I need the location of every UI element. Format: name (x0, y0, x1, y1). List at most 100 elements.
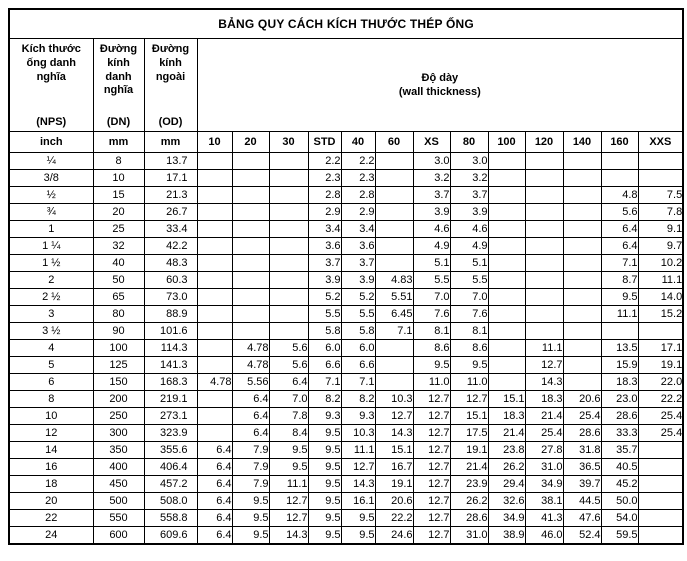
thickness-cell: 26.2 (449, 492, 489, 510)
thickness-cell: 9.5 (307, 509, 342, 527)
thickness-cell: 7.1 (340, 373, 376, 391)
thickness-header-subtitle: (wall thickness) (398, 86, 481, 98)
thickness-cell: 3.7 (449, 186, 489, 204)
thickness-cell (524, 305, 564, 323)
thickness-cell: 5.5 (449, 271, 489, 289)
od-cell: 33.4 (143, 220, 198, 238)
thickness-cell (562, 237, 602, 255)
table-row: 10 250 273.1 6.4 7.8 9.3 9.3 12.7 12.7 15.1 18.3 21… (8, 407, 684, 425)
thickness-cell (487, 305, 526, 323)
thickness-header-title: Độ dày (421, 71, 459, 84)
thickness-cell: 23.0 (600, 390, 639, 408)
od-header-code: (OD) (158, 115, 183, 128)
thickness-cell: 38.1 (524, 492, 564, 510)
thickness-cell (196, 237, 233, 255)
table-row: 6 150 168.3 4.78 5.56 6.4 7.1 7.1 11.0 11.0 14.3 18… (8, 373, 684, 391)
thickness-cell: 4.8 (600, 186, 639, 204)
table-body: ¼ 8 13.7 2.2 2.2 3.0 3.0 3/8 10 17.1 2.3 2.3 3.2 3.2 ½… (8, 152, 684, 545)
table-row: 3/8 10 17.1 2.3 2.3 3.2 3.2 (8, 169, 684, 187)
thickness-cell (600, 152, 639, 170)
thickness-cell: 34.9 (524, 475, 564, 493)
thickness-cell: 3.2 (412, 169, 451, 187)
thickness-cell (268, 237, 309, 255)
thickness-cell (524, 322, 564, 340)
thickness-cell: 3.2 (449, 169, 489, 187)
thickness-cell: 44.5 (562, 492, 602, 510)
thickness-cell: 6.0 (340, 339, 376, 357)
dn-cell: 125 (92, 356, 145, 374)
thickness-cell (637, 475, 684, 493)
od-cell: 508.0 (143, 492, 198, 510)
thickness-cell: 3.4 (340, 220, 376, 238)
thickness-cell: 3.9 (412, 203, 451, 221)
thickness-cell (562, 305, 602, 323)
schedule-header-10: 10 (196, 131, 233, 153)
schedule-header-100: 100 (487, 131, 526, 153)
dn-cell: 80 (92, 305, 145, 323)
thickness-cell: 10.2 (637, 254, 684, 272)
nps-header-label: Kích thước ống danh nghĩa (21, 43, 81, 83)
thickness-cell: 38.9 (487, 526, 526, 545)
nps-cell: 2 (8, 271, 94, 289)
thickness-cell: 4.83 (374, 271, 414, 289)
thickness-cell: 9.5 (231, 509, 270, 527)
thickness-cell: 7.9 (231, 441, 270, 459)
thickness-cell (374, 373, 414, 391)
thickness-cell: 6.4 (196, 509, 233, 527)
dn-cell: 400 (92, 458, 145, 476)
thickness-cell: 6.4 (196, 441, 233, 459)
thickness-cell: 17.1 (637, 339, 684, 357)
table-row: 1 25 33.4 3.4 3.4 4.6 4.6 6.4 9.1 (8, 220, 684, 238)
thickness-cell (487, 271, 526, 289)
thickness-cell: 6.0 (307, 339, 342, 357)
thickness-cell: 35.7 (600, 441, 639, 459)
thickness-cell (562, 169, 602, 187)
thickness-cell: 10.3 (340, 424, 376, 442)
od-cell: 609.6 (143, 526, 198, 545)
od-cell: 26.7 (143, 203, 198, 221)
thickness-cell: 15.1 (374, 441, 414, 459)
nps-header-wrap: Kích thước ống danh nghĩa (NPS) (10, 40, 92, 131)
schedule-header-140: 140 (562, 131, 602, 153)
dn-unit: mm (92, 131, 145, 153)
od-cell: 355.6 (143, 441, 198, 459)
thickness-cell (231, 254, 270, 272)
nps-cell: ¼ (8, 152, 94, 170)
dn-cell: 10 (92, 169, 145, 187)
thickness-cell: 11.0 (412, 373, 451, 391)
thickness-cell: 3.7 (340, 254, 376, 272)
thickness-cell: 7.0 (268, 390, 309, 408)
thickness-cell: 4.9 (449, 237, 489, 255)
thickness-cell (196, 424, 233, 442)
thickness-cell: 7.1 (307, 373, 342, 391)
thickness-cell: 16.1 (340, 492, 376, 510)
thickness-cell (524, 220, 564, 238)
thickness-cell: 2.3 (307, 169, 342, 187)
thickness-cell: 33.3 (600, 424, 639, 442)
thickness-cell: 19.1 (374, 475, 414, 493)
thickness-cell: 14.3 (340, 475, 376, 493)
thickness-cell (374, 203, 414, 221)
thickness-cell: 4.78 (196, 373, 233, 391)
dn-cell: 150 (92, 373, 145, 391)
thickness-cell: 11.1 (268, 475, 309, 493)
thickness-cell (524, 152, 564, 170)
table-row: 20 500 508.0 6.4 9.5 12.7 9.5 16.1 20.6 12.7 26.2 3… (8, 492, 684, 510)
thickness-cell: 10.3 (374, 390, 414, 408)
thickness-cell: 7.1 (374, 322, 414, 340)
thickness-cell (487, 169, 526, 187)
nps-cell: 3/8 (8, 169, 94, 187)
thickness-cell: 14.3 (524, 373, 564, 391)
thickness-cell: 11.0 (449, 373, 489, 391)
thickness-cell: 5.2 (340, 288, 376, 306)
thickness-cell: 4.9 (412, 237, 451, 255)
schedule-header-xs: XS (412, 131, 451, 153)
nps-cell: 10 (8, 407, 94, 425)
thickness-cell: 12.7 (268, 509, 309, 527)
thickness-cell: 23.8 (487, 441, 526, 459)
table-row: 1 ½ 40 48.3 3.7 3.7 5.1 5.1 7.1 10.2 (8, 254, 684, 272)
thickness-cell: 18.3 (600, 373, 639, 391)
thickness-cell: 4.6 (449, 220, 489, 238)
thickness-cell: 5.56 (231, 373, 270, 391)
thickness-cell: 28.6 (600, 407, 639, 425)
